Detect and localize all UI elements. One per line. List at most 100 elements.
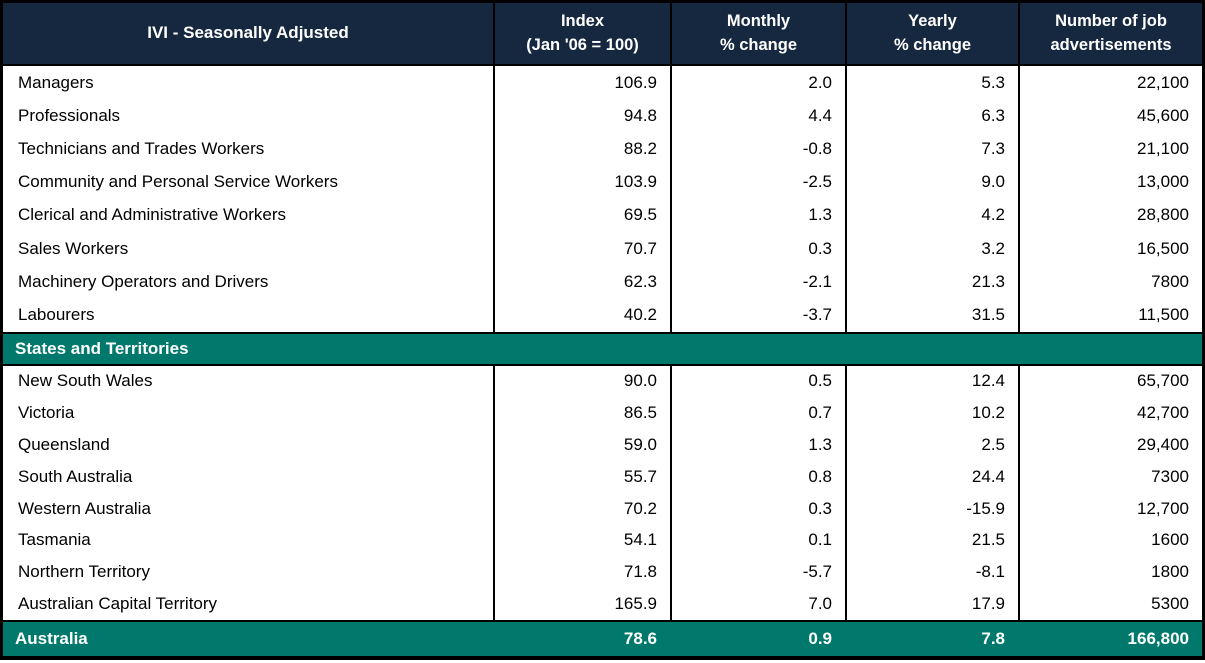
index-value: 103.9 xyxy=(493,165,670,199)
table-header-row: IVI - Seasonally Adjusted Index (Jan '06… xyxy=(3,3,1202,66)
job-ads-value: 21,100 xyxy=(1018,132,1202,166)
table-row-western-australia: Western Australia 70.2 0.3 -15.9 12,700 xyxy=(3,492,1202,525)
monthly-change-value: -0.8 xyxy=(670,132,845,166)
index-value: 90.0 xyxy=(493,365,670,398)
yearly-change-value: -15.9 xyxy=(845,492,1018,525)
job-ads-value: 1600 xyxy=(1018,524,1202,557)
row-label: Victoria xyxy=(18,403,75,423)
column-header-yearly: Yearly % change xyxy=(845,3,1018,64)
row-label: Community and Personal Service Workers xyxy=(18,172,338,192)
monthly-change-value: 0.5 xyxy=(670,365,845,398)
yearly-change-value: 10.2 xyxy=(845,397,1018,430)
monthly-change-value: -3.7 xyxy=(670,298,845,332)
row-label: Managers xyxy=(18,72,94,92)
row-label: Professionals xyxy=(18,105,121,125)
column-header-index-line2: (Jan '06 = 100) xyxy=(526,35,639,54)
index-value: 71.8 xyxy=(493,556,670,589)
row-label: Clerical and Administrative Workers xyxy=(18,205,286,225)
row-label: New South Wales xyxy=(18,371,153,391)
row-label: Labourers xyxy=(18,304,95,324)
monthly-change-value: 1.3 xyxy=(670,198,845,232)
index-value: 40.2 xyxy=(493,298,670,332)
yearly-change-value: -8.1 xyxy=(845,556,1018,589)
column-header-index: Index (Jan '06 = 100) xyxy=(493,3,670,64)
table-row-labourers: Labourers 40.2 -3.7 31.5 11,500 xyxy=(3,298,1202,332)
column-header-job-ads-line2: advertisements xyxy=(1050,35,1172,54)
yearly-change-value: 17.9 xyxy=(845,588,1018,620)
yearly-change-value: 6.3 xyxy=(845,99,1018,133)
job-ads-value: 11,500 xyxy=(1018,298,1202,332)
index-value: 106.9 xyxy=(493,66,670,100)
job-ads-value: 7800 xyxy=(1018,265,1202,299)
monthly-change-value: 0.3 xyxy=(670,231,845,266)
table-row-professionals: Professionals 94.8 4.4 6.3 45,600 xyxy=(3,99,1202,133)
monthly-change-value: 4.4 xyxy=(670,99,845,133)
row-label: Sales Workers xyxy=(18,238,129,258)
table-title: IVI - Seasonally Adjusted xyxy=(147,23,349,43)
column-header-job-ads-line1: Number of job xyxy=(1055,11,1167,30)
monthly-change-value: -2.1 xyxy=(670,265,845,299)
table-row-sales-workers: Sales Workers 70.7 0.3 3.2 16,500 xyxy=(3,231,1202,266)
monthly-change-value: 7.0 xyxy=(670,588,845,620)
table-row-technicians: Technicians and Trades Workers 88.2 -0.8… xyxy=(3,132,1202,166)
index-value: 54.1 xyxy=(493,524,670,557)
row-label: Western Australia xyxy=(18,498,151,518)
job-ads-value: 45,600 xyxy=(1018,99,1202,133)
index-value: 78.6 xyxy=(623,628,657,648)
yearly-change-value: 5.3 xyxy=(845,66,1018,100)
yearly-change-value: 9.0 xyxy=(845,165,1018,199)
monthly-change-value: -5.7 xyxy=(670,556,845,589)
job-ads-value: 13,000 xyxy=(1018,165,1202,199)
job-ads-value: 7300 xyxy=(1018,460,1202,493)
table-row-victoria: Victoria 86.5 0.7 10.2 42,700 xyxy=(3,397,1202,430)
job-ads-value: 22,100 xyxy=(1018,66,1202,100)
table-row-australian-capital-territory: Australian Capital Territory 165.9 7.0 1… xyxy=(3,588,1202,620)
monthly-change-value: 0.3 xyxy=(670,492,845,525)
job-ads-value: 166,800 xyxy=(1127,628,1189,648)
table-row-south-australia: South Australia 55.7 0.8 24.4 7300 xyxy=(3,460,1202,493)
yearly-change-value: 12.4 xyxy=(845,365,1018,398)
job-ads-value: 42,700 xyxy=(1018,397,1202,430)
total-row-label: Australia xyxy=(15,628,88,648)
job-ads-value: 29,400 xyxy=(1018,429,1202,461)
yearly-change-value: 21.3 xyxy=(845,265,1018,299)
monthly-change-value: 0.8 xyxy=(670,460,845,493)
column-header-yearly-line1: Yearly xyxy=(908,11,957,30)
column-header-monthly: Monthly % change xyxy=(670,3,845,64)
job-ads-value: 12,700 xyxy=(1018,492,1202,525)
index-value: 86.5 xyxy=(493,397,670,430)
job-ads-value: 16,500 xyxy=(1018,231,1202,266)
table-row-queensland: Queensland 59.0 1.3 2.5 29,400 xyxy=(3,429,1202,461)
table-row-machinery-operators: Machinery Operators and Drivers 62.3 -2.… xyxy=(3,265,1202,299)
row-label: Technicians and Trades Workers xyxy=(18,138,265,158)
yearly-change-value: 24.4 xyxy=(845,460,1018,493)
column-header-job-ads: Number of job advertisements xyxy=(1018,3,1202,64)
yearly-change-value: 2.5 xyxy=(845,429,1018,461)
table-row-managers: Managers 106.9 2.0 5.3 22,100 xyxy=(3,66,1202,100)
column-header-index-line1: Index xyxy=(560,11,605,30)
row-label: South Australia xyxy=(18,466,133,486)
index-value: 69.5 xyxy=(493,198,670,232)
monthly-change-value: 0.1 xyxy=(670,524,845,557)
row-label: Queensland xyxy=(18,434,110,454)
yearly-change-value: 7.8 xyxy=(981,628,1005,648)
job-ads-value: 1800 xyxy=(1018,556,1202,589)
job-ads-value: 5300 xyxy=(1018,588,1202,620)
job-ads-value: 65,700 xyxy=(1018,365,1202,398)
yearly-change-value: 4.2 xyxy=(845,198,1018,232)
row-label: Australian Capital Territory xyxy=(18,593,218,613)
row-label: Northern Territory xyxy=(18,562,150,582)
column-header-monthly-line1: Monthly xyxy=(726,11,791,30)
row-label: Machinery Operators and Drivers xyxy=(18,271,269,291)
table-row-tasmania: Tasmania 54.1 0.1 21.5 1600 xyxy=(3,524,1202,557)
table-row-northern-territory: Northern Territory 71.8 -5.7 -8.1 1800 xyxy=(3,556,1202,589)
index-value: 94.8 xyxy=(493,99,670,133)
table-row-australia-total: Australia 78.6 0.9 7.8 166,800 xyxy=(3,619,1202,656)
job-ads-value: 28,800 xyxy=(1018,198,1202,232)
table-row-new-south-wales: New South Wales 90.0 0.5 12.4 65,700 xyxy=(3,365,1202,398)
yearly-change-value: 7.3 xyxy=(845,132,1018,166)
column-header-monthly-line2: % change xyxy=(719,35,798,54)
section-header-states-and-territories: States and Territories xyxy=(3,331,1202,366)
yearly-change-value: 31.5 xyxy=(845,298,1018,332)
index-value: 70.2 xyxy=(493,492,670,525)
